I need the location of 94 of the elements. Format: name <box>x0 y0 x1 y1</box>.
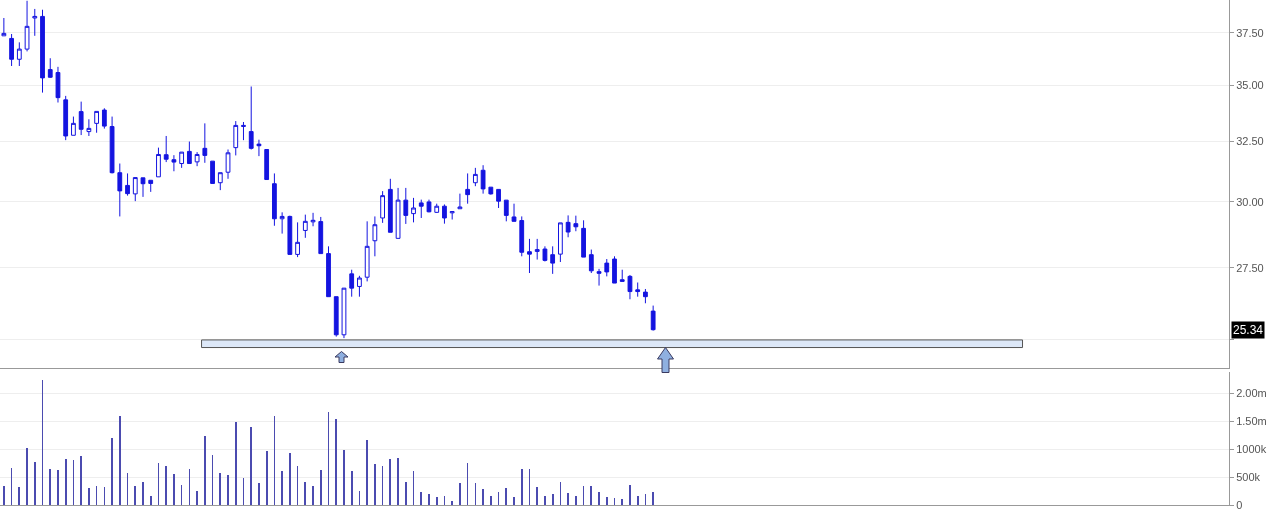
candlestick <box>9 33 14 67</box>
candlestick <box>94 110 100 134</box>
candlestick <box>163 135 169 163</box>
y-tick-label: 1000k <box>1236 442 1267 455</box>
y-tick-label: 32.50 <box>1236 135 1264 148</box>
candlestick <box>357 275 362 298</box>
candlestick <box>186 141 192 165</box>
candlestick <box>272 172 277 227</box>
candlestick <box>233 120 239 156</box>
y-tick-label: 500k <box>1236 470 1261 483</box>
candlestick <box>179 151 185 169</box>
candlestick <box>503 199 509 222</box>
candlestick <box>395 187 401 239</box>
candlestick <box>372 215 378 257</box>
candlestick <box>333 296 339 338</box>
candlestick <box>534 238 540 261</box>
candlestick <box>101 107 107 130</box>
candlestick <box>619 269 625 282</box>
candlestick <box>78 101 84 136</box>
candlestick <box>418 199 424 219</box>
candlestick <box>573 215 579 232</box>
y-tick-label: 0 <box>1236 498 1243 511</box>
candlestick <box>457 193 463 210</box>
candlestick <box>565 214 571 238</box>
candlestick <box>550 245 556 275</box>
candlestick <box>411 197 416 223</box>
y-tick-label: 27.50 <box>1236 261 1264 274</box>
candlestick <box>341 287 347 339</box>
candlestick <box>588 249 594 274</box>
candlestick <box>32 8 38 37</box>
candlestick <box>387 178 393 233</box>
candlestick <box>40 9 45 94</box>
candlestick <box>125 172 130 197</box>
candlestick <box>364 220 370 282</box>
candlestick <box>449 211 455 221</box>
candlestick <box>558 222 563 263</box>
candlestick <box>117 163 123 217</box>
candlestick <box>596 268 602 287</box>
y-tick-label: 30.00 <box>1236 195 1264 208</box>
candlestick <box>581 219 586 258</box>
candlestick <box>604 258 610 277</box>
candlestick <box>519 215 525 257</box>
candlestick <box>643 288 648 304</box>
candlestick <box>465 172 471 205</box>
y-tick-label: 2.00m <box>1236 387 1267 400</box>
candlestick <box>256 139 262 157</box>
candlestick <box>148 179 154 193</box>
candlestick <box>16 41 22 67</box>
candlestick <box>426 199 432 213</box>
candlestick <box>295 221 300 258</box>
candlestick <box>650 305 656 332</box>
candlestick <box>55 66 61 103</box>
candlestick <box>302 214 308 239</box>
candlestick <box>310 212 316 227</box>
candlestick <box>279 211 285 235</box>
candlestick <box>380 190 386 224</box>
candlestick <box>472 167 478 187</box>
candlestick <box>156 147 161 178</box>
candlestick <box>140 177 146 198</box>
candlestick <box>264 149 270 181</box>
candlestick <box>210 160 215 184</box>
y-tick-label: 37.50 <box>1236 26 1264 39</box>
candlestick <box>225 149 231 180</box>
y-tick-label: 35.00 <box>1236 79 1264 92</box>
candlestick <box>542 245 548 262</box>
candlestick <box>326 245 331 298</box>
candlestick <box>627 274 633 300</box>
candlestick <box>480 164 486 195</box>
candlestick <box>403 187 409 225</box>
candlestick <box>349 269 355 298</box>
candlestick <box>511 203 517 222</box>
y-tick-label: 1.50m <box>1236 415 1267 428</box>
candlestick <box>86 118 92 137</box>
candlestick <box>442 203 447 225</box>
candlestick <box>217 172 223 191</box>
candlestick <box>287 215 293 255</box>
candlestick <box>202 122 208 164</box>
candlestick <box>488 186 494 196</box>
candlestick <box>496 188 501 209</box>
candlestick <box>194 151 200 167</box>
candlestick <box>71 116 76 136</box>
candlestick <box>63 95 69 141</box>
candlestick <box>241 121 246 141</box>
candlestick <box>248 86 254 151</box>
annotation: 25.34 <box>1233 323 1264 337</box>
candlestick <box>635 282 641 298</box>
candlestick <box>612 255 617 284</box>
candlestick <box>171 154 177 172</box>
candlestick <box>109 116 115 174</box>
candlestick <box>527 238 532 274</box>
candlestick <box>132 177 138 202</box>
candlestick <box>434 203 440 214</box>
candlestick <box>47 57 53 79</box>
candlestick <box>318 216 324 255</box>
